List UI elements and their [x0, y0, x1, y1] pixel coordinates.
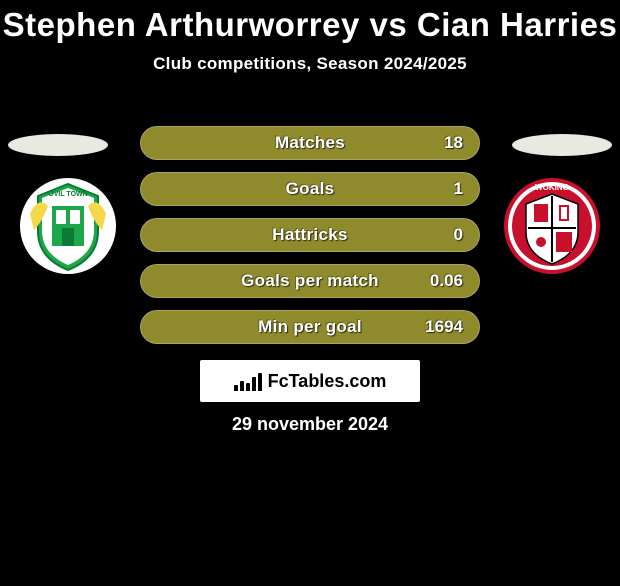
stat-row: Matches 18	[140, 126, 480, 160]
subtitle: Club competitions, Season 2024/2025	[0, 54, 620, 74]
stat-label: Goals	[286, 179, 335, 199]
stat-value: 1694	[425, 317, 463, 337]
stat-row: Goals 1	[140, 172, 480, 206]
brand-box: FcTables.com	[200, 360, 420, 402]
yeovil-crest-icon: OVIL TOWN	[18, 176, 118, 276]
stat-row: Min per goal 1694	[140, 310, 480, 344]
right-oval	[512, 134, 612, 156]
stat-value: 0	[454, 225, 463, 245]
left-oval	[8, 134, 108, 156]
bar-chart-icon	[234, 371, 262, 391]
stat-label: Goals per match	[241, 271, 379, 291]
stat-value: 1	[454, 179, 463, 199]
date-text: 29 november 2024	[0, 414, 620, 435]
stat-bars: Matches 18 Goals 1 Hattricks 0 Goals per…	[140, 126, 480, 356]
stat-row: Hattricks 0	[140, 218, 480, 252]
left-club-badge: OVIL TOWN	[18, 176, 118, 276]
right-club-badge: WOKING	[502, 176, 602, 276]
stat-value: 18	[444, 133, 463, 153]
page-title: Stephen Arthurworrey vs Cian Harries	[0, 6, 620, 44]
stat-label: Matches	[275, 133, 345, 153]
svg-text:OVIL TOWN: OVIL TOWN	[48, 191, 87, 198]
stat-value: 0.06	[430, 271, 463, 291]
stat-label: Min per goal	[258, 317, 362, 337]
stat-row: Goals per match 0.06	[140, 264, 480, 298]
brand-text: FcTables.com	[268, 371, 387, 392]
svg-text:WOKING: WOKING	[535, 183, 569, 192]
woking-crest-icon: WOKING	[502, 176, 602, 276]
stat-label: Hattricks	[272, 225, 347, 245]
